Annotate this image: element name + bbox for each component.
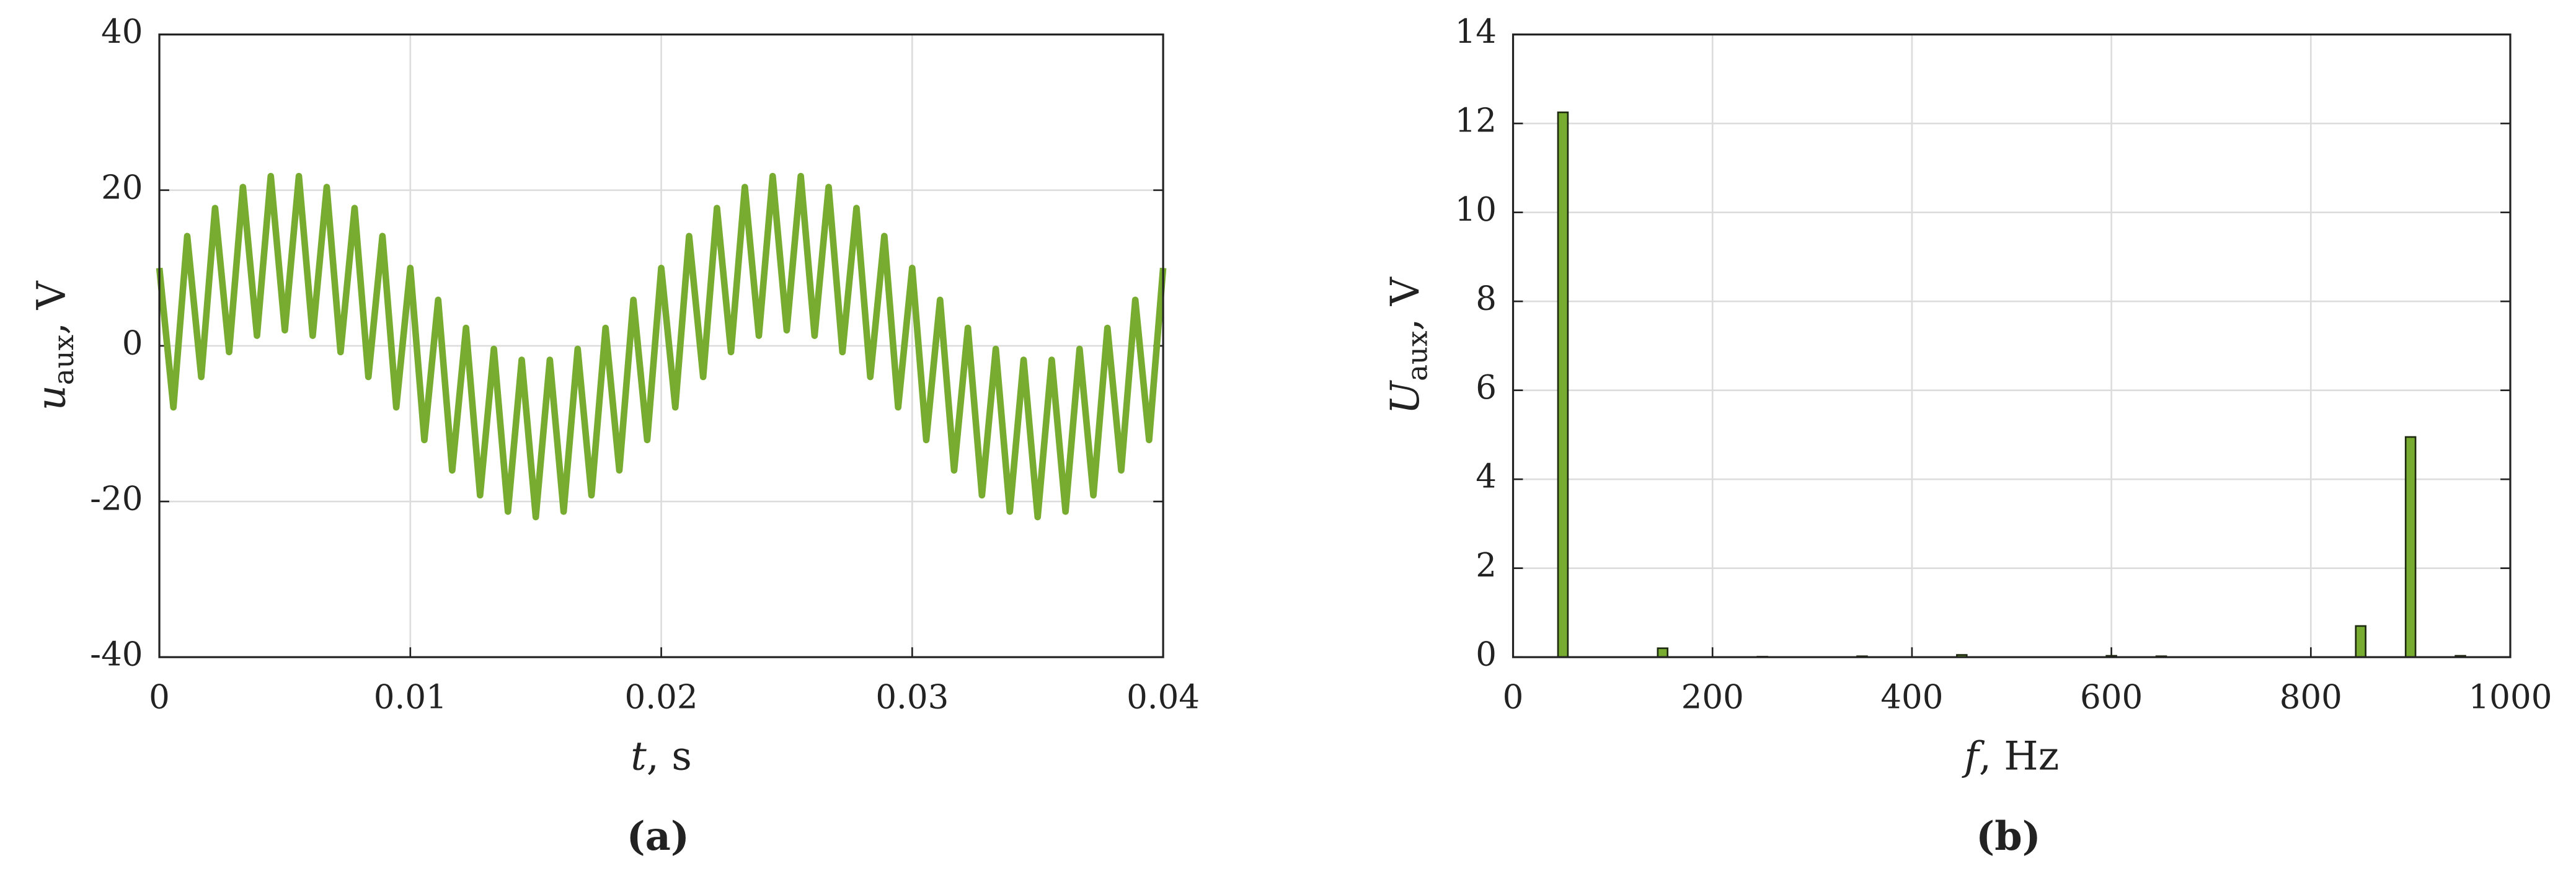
y-label-subscript: aux [1401,331,1433,381]
y-tick-label: 20 [101,169,143,206]
y-axis-label: Uaux, V [1381,276,1433,414]
y-tick-label: 14 [1455,13,1497,51]
y-label-unit: , V [1381,276,1427,330]
y-tick-label: 0 [1476,636,1497,674]
x-tick-label: 800 [2280,679,2342,717]
y-tick-label: 2 [1476,547,1497,585]
x-tick-label: 0.02 [625,679,698,717]
y-label-symbol: U [1381,380,1427,415]
plot-frame [158,33,1164,658]
x-tick-label: 0.04 [1126,679,1200,717]
x-label-unit: , Hz [1979,733,2059,779]
plot-frame [1512,33,2512,658]
x-tick-label: 1000 [2469,679,2552,717]
panel-caption: (b) [1976,813,2041,859]
panel-caption: (a) [627,813,689,859]
x-axis-label: t, s [631,733,692,779]
bar [2404,436,2417,658]
y-tick-label: 12 [1455,102,1497,140]
data-line [156,172,1167,521]
y-tick-label: 8 [1476,280,1497,318]
y-label-symbol: u [28,385,74,410]
y-tick-label: -40 [90,636,143,674]
bar [1557,111,1569,658]
x-tick-label: 0 [1503,679,1524,717]
y-tick-label: 10 [1455,191,1497,229]
y-tick-label: -20 [90,480,143,518]
bar [1657,647,1669,658]
y-tick-label: 4 [1476,458,1497,496]
y-tick-label: 40 [101,13,143,51]
x-tick-label: 600 [2080,679,2143,717]
x-tick-label: 0.01 [374,679,447,717]
x-tick-label: 400 [1880,679,1943,717]
x-axis-label: f, Hz [1962,733,2059,779]
y-tick-label: 6 [1476,369,1497,407]
y-tick-label: 0 [122,324,143,362]
x-label-unit: , s [647,733,692,779]
y-label-unit: , V [28,281,74,335]
y-label-subscript: aux [46,335,79,385]
x-tick-label: 200 [1681,679,1744,717]
plot-area [1513,34,2511,658]
x-tick-label: 0.03 [875,679,949,717]
x-label-symbol: t [631,733,647,779]
x-tick-label: 0 [149,679,170,717]
y-axis-label: uaux, V [28,281,80,411]
bar [2355,625,2367,658]
